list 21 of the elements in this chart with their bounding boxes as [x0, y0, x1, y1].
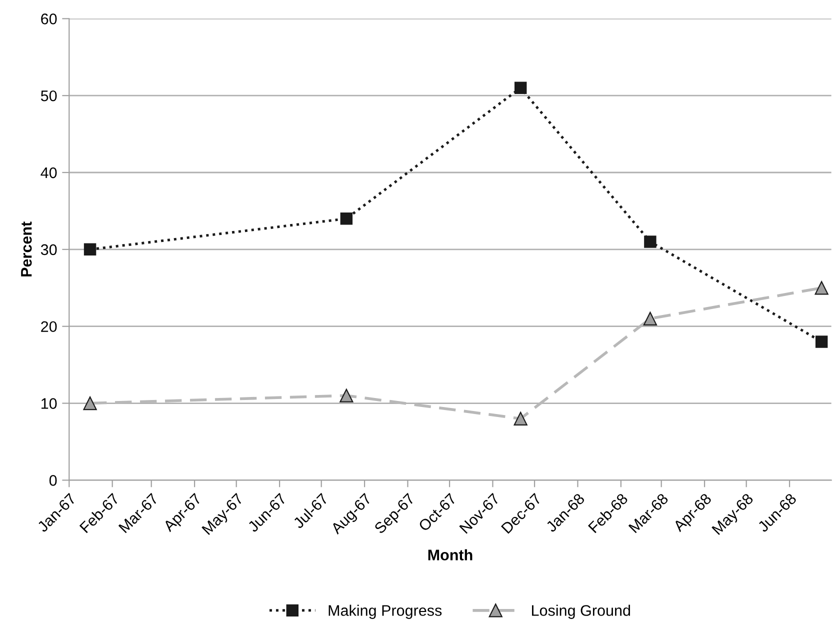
point — [644, 236, 656, 248]
y-tick-label: 10 — [42, 398, 57, 409]
y-axis-title: Percent — [21, 222, 32, 276]
point — [514, 82, 527, 94]
x-axis-title: Month — [428, 549, 472, 560]
y-tick-label: 20 — [41, 321, 57, 332]
y-tick-label: 60 — [41, 14, 57, 24]
point — [814, 281, 828, 295]
point — [815, 336, 828, 348]
y-tick-label: 30 — [40, 244, 57, 256]
point — [514, 412, 528, 426]
point — [643, 312, 657, 326]
y-tick-label: 0 — [49, 475, 57, 486]
y-tick-label: 40 — [40, 167, 57, 178]
point — [340, 388, 354, 402]
y-tick-label: 50 — [40, 90, 57, 102]
legend-label: Losing Ground — [532, 604, 630, 619]
legend-label: Making Progress — [328, 604, 442, 619]
point — [84, 243, 96, 256]
point — [340, 212, 353, 225]
point — [83, 396, 97, 410]
